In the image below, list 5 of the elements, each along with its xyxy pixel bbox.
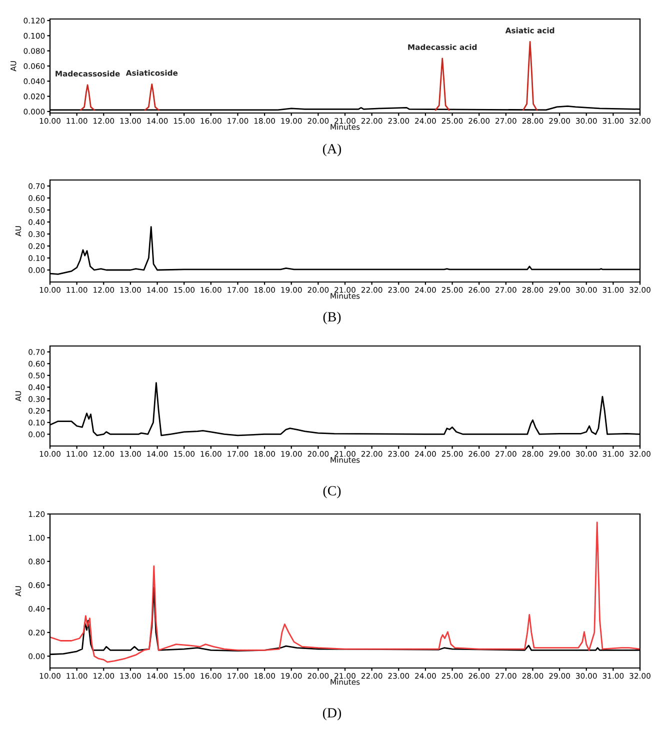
text: (A) [322, 144, 342, 156]
text: (B) [323, 312, 341, 324]
text: (C) [323, 486, 341, 498]
line-series [50, 522, 640, 663]
text: (D) [322, 708, 342, 720]
